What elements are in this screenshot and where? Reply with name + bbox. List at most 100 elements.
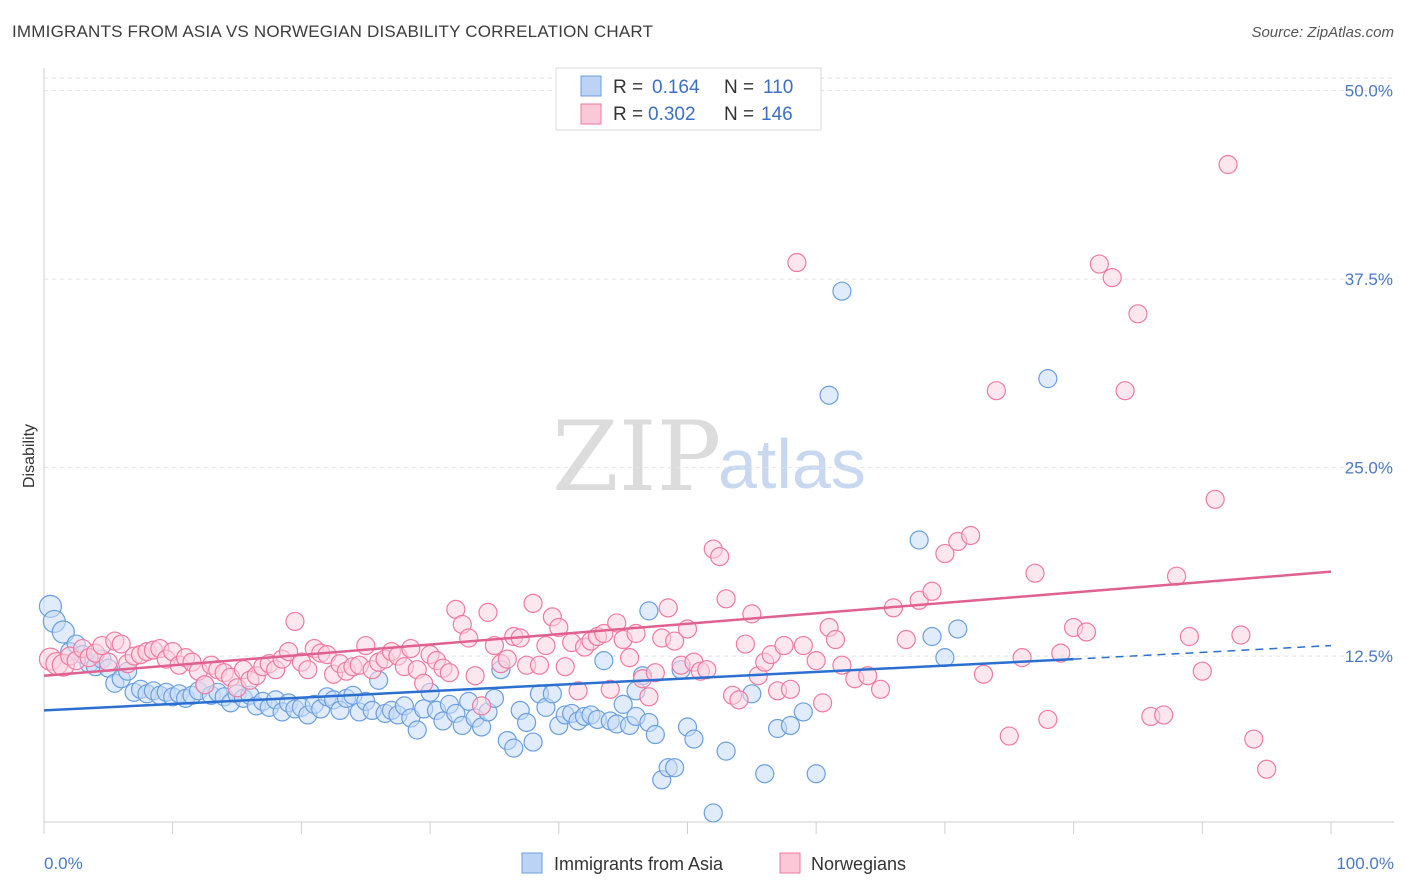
data-point: [1205, 489, 1225, 509]
x-ticks: [43, 822, 1332, 834]
data-point: [639, 687, 659, 707]
y-tick-label: 25.0%: [1345, 459, 1393, 478]
legend-n-value-norwegians: 146: [761, 104, 793, 125]
data-point: [639, 601, 659, 621]
data-point: [1192, 661, 1212, 681]
data-point: [1154, 705, 1174, 725]
data-point: [1179, 626, 1200, 647]
legend-swatch-asia: [580, 75, 602, 97]
data-point: [697, 660, 717, 680]
data-point: [484, 635, 505, 656]
data-point: [1128, 304, 1148, 324]
chart-title: IMMIGRANTS FROM ASIA VS NORWEGIAN DISABI…: [12, 22, 654, 41]
trend-line-norwegians: [43, 570, 1332, 677]
legend-n-value-asia: 110: [763, 77, 793, 98]
data-point: [523, 593, 543, 613]
data-point: [858, 666, 878, 686]
legend-n-label-norwegians: N =: [724, 104, 754, 125]
data-point: [298, 660, 318, 680]
data-point: [665, 631, 685, 651]
data-point: [870, 679, 891, 699]
data-point: [555, 657, 575, 677]
data-point: [1102, 268, 1122, 288]
data-point: [529, 655, 550, 675]
y-tick-label: 12.5%: [1345, 647, 1393, 666]
data-point: [285, 611, 305, 632]
data-point: [729, 690, 749, 710]
data-point: [111, 634, 131, 654]
x-tick-label-max: 100.0%: [1336, 854, 1394, 873]
data-point: [1244, 729, 1264, 749]
watermark-zip: ZIP: [552, 401, 721, 513]
data-point: [98, 652, 118, 672]
data-point: [1115, 381, 1135, 401]
data-point: [755, 764, 775, 784]
watermark-atlas: atlas: [718, 425, 866, 503]
data-point: [806, 764, 826, 784]
data-point: [793, 635, 813, 656]
data-point: [935, 543, 955, 564]
data-point: [401, 638, 421, 659]
data-point: [665, 758, 685, 778]
data-point: [465, 666, 485, 686]
x-tick-label-min: 0.0%: [44, 854, 83, 873]
data-point: [948, 619, 968, 639]
legend-r-label-norwegians: R =: [613, 104, 643, 125]
data-point: [1038, 709, 1058, 730]
data-point: [735, 634, 756, 654]
data-point: [832, 281, 852, 301]
data-point: [517, 712, 537, 733]
data-point: [909, 530, 929, 550]
data-point: [407, 720, 427, 740]
legend-r-value-asia: 0.164: [652, 77, 700, 98]
data-point: [414, 673, 434, 693]
data-point: [619, 648, 640, 668]
data-point: [922, 626, 942, 647]
legend: R = 0.164 N = 110 R = 0.302 N = 146: [555, 67, 822, 131]
bottom-legend-swatch-asia: [521, 852, 543, 874]
data-point: [645, 724, 665, 745]
data-point: [459, 628, 479, 648]
legend-r-label-asia: R =: [613, 77, 643, 98]
data-point: [896, 629, 916, 650]
data-point: [356, 635, 376, 656]
legend-swatch-norwegians: [580, 103, 602, 125]
data-point: [780, 715, 801, 736]
data-point: [645, 663, 665, 683]
data-point: [716, 589, 736, 609]
data-point: [51, 620, 75, 644]
data-point: [819, 385, 839, 405]
data-point: [961, 525, 981, 546]
data-point: [780, 679, 801, 699]
data-point: [1025, 563, 1045, 583]
axes: [43, 68, 1394, 823]
data-point: [568, 681, 588, 701]
data-point: [542, 684, 562, 704]
data-point: [1231, 625, 1251, 645]
data-point: [658, 598, 678, 618]
data-point: [613, 694, 633, 714]
data-point: [813, 693, 833, 713]
data-point: [710, 546, 730, 567]
data-point: [1089, 254, 1109, 274]
data-point: [439, 663, 460, 683]
data-point: [806, 651, 826, 671]
data-point: [684, 729, 704, 749]
data-point: [607, 613, 627, 633]
data-point: [774, 635, 794, 656]
data-point: [703, 803, 723, 823]
data-point: [536, 635, 556, 656]
data-point: [523, 732, 543, 752]
data-point: [504, 738, 524, 758]
trend-line-asia: [43, 657, 1074, 712]
y-axis-title: Disability: [21, 424, 38, 488]
bottom-legend: Immigrants from Asia Norwegians: [521, 852, 906, 874]
data-point: [1051, 643, 1071, 663]
source-label: Source: ZipAtlas.com: [1251, 24, 1394, 41]
data-point: [935, 648, 955, 668]
data-point: [478, 602, 498, 622]
y-tick-label: 37.5%: [1345, 270, 1393, 289]
legend-r-value-norwegians: 0.302: [648, 104, 696, 125]
data-point: [787, 252, 807, 273]
